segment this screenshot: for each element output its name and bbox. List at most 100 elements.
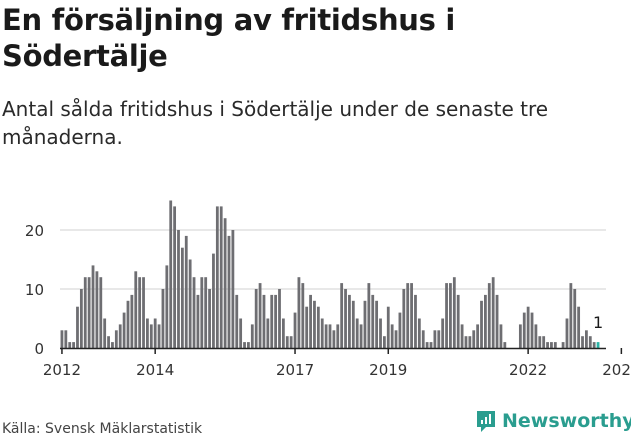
bar bbox=[402, 289, 406, 348]
bar bbox=[215, 206, 219, 348]
bar bbox=[375, 300, 379, 348]
source-note: Källa: Svensk Mäklarstatistik bbox=[2, 421, 203, 437]
y-tick-label: 0 bbox=[34, 340, 44, 358]
bar bbox=[359, 324, 363, 348]
x-tick-label: 2014 bbox=[136, 361, 174, 379]
bar bbox=[192, 277, 196, 348]
bar bbox=[503, 342, 507, 348]
bar bbox=[324, 324, 328, 348]
bar bbox=[363, 300, 367, 348]
bar bbox=[79, 289, 83, 348]
bar bbox=[130, 294, 134, 348]
bar bbox=[208, 289, 211, 348]
bar bbox=[247, 342, 250, 348]
bar bbox=[60, 330, 64, 348]
bar-chart: 0 10 20 1 2012 2014 2017 2019 2022 2024 bbox=[25, 200, 631, 379]
bar bbox=[72, 342, 75, 348]
bar bbox=[149, 324, 153, 348]
bar bbox=[204, 277, 208, 348]
bar bbox=[153, 318, 157, 348]
bar bbox=[476, 324, 480, 348]
bar bbox=[336, 324, 340, 348]
x-tick-label: 2019 bbox=[369, 361, 407, 379]
bar bbox=[530, 312, 534, 348]
bar bbox=[107, 336, 110, 348]
bar bbox=[577, 306, 581, 348]
bar bbox=[495, 294, 499, 348]
bar bbox=[223, 218, 227, 348]
axes: 0 10 20 1 2012 2014 2017 2019 2022 2024 bbox=[25, 222, 631, 379]
bar bbox=[219, 206, 223, 348]
bar bbox=[146, 318, 149, 348]
x-tick-label: 2017 bbox=[276, 361, 314, 379]
bar bbox=[417, 318, 421, 348]
bar bbox=[293, 312, 297, 348]
bar bbox=[95, 271, 99, 348]
bar bbox=[274, 294, 278, 348]
page-title: En försäljning av fritidshus i Södertälj… bbox=[2, 3, 456, 73]
bar bbox=[76, 306, 79, 348]
bars bbox=[60, 200, 600, 348]
bar bbox=[425, 342, 429, 348]
bar bbox=[445, 283, 448, 348]
bar bbox=[118, 324, 122, 348]
bar bbox=[126, 300, 130, 348]
bar-highlighted bbox=[596, 342, 600, 348]
bar bbox=[518, 324, 522, 348]
bar bbox=[460, 324, 464, 348]
bar bbox=[227, 235, 231, 348]
bar bbox=[278, 289, 281, 348]
bar bbox=[258, 283, 262, 348]
bar bbox=[581, 336, 584, 348]
bar bbox=[180, 247, 184, 348]
bar bbox=[573, 289, 577, 348]
bar bbox=[184, 235, 188, 348]
bar bbox=[316, 306, 320, 348]
bar bbox=[138, 277, 142, 348]
bar bbox=[200, 277, 204, 348]
bar bbox=[83, 277, 87, 348]
brand-logo: Newsworthy bbox=[475, 409, 631, 433]
bar bbox=[480, 300, 483, 348]
bar bbox=[414, 294, 417, 348]
bar bbox=[449, 283, 452, 348]
bar bbox=[91, 265, 95, 348]
bar bbox=[379, 318, 382, 348]
bar bbox=[561, 342, 565, 348]
x-tick-label: 2024 bbox=[602, 361, 631, 379]
bar bbox=[332, 330, 336, 348]
bar bbox=[553, 342, 557, 348]
bar bbox=[406, 283, 410, 348]
bar bbox=[270, 294, 274, 348]
bar bbox=[305, 306, 309, 348]
bar bbox=[398, 312, 402, 348]
bar bbox=[173, 206, 177, 348]
bar bbox=[452, 277, 456, 348]
bar bbox=[266, 318, 270, 348]
bar bbox=[348, 294, 351, 348]
bar bbox=[592, 342, 596, 348]
bar bbox=[301, 283, 305, 348]
bar bbox=[546, 342, 549, 348]
bar bbox=[344, 289, 347, 348]
bar bbox=[588, 336, 592, 348]
bar bbox=[410, 283, 413, 348]
bar bbox=[188, 259, 192, 348]
bar bbox=[165, 265, 169, 348]
bar bbox=[254, 289, 258, 348]
bar bbox=[196, 294, 200, 348]
bar bbox=[569, 283, 573, 348]
grid-lines bbox=[60, 229, 606, 290]
bar bbox=[386, 306, 390, 348]
bar bbox=[262, 294, 266, 348]
bar bbox=[429, 342, 433, 348]
y-tick-label: 20 bbox=[25, 222, 44, 240]
bar bbox=[243, 342, 246, 348]
bar bbox=[114, 330, 118, 348]
x-tick-label: 2012 bbox=[43, 361, 81, 379]
bar bbox=[394, 330, 398, 348]
bar bbox=[464, 336, 468, 348]
bar bbox=[157, 324, 161, 348]
brand-name: Newsworthy bbox=[502, 410, 631, 432]
bar bbox=[239, 318, 243, 348]
